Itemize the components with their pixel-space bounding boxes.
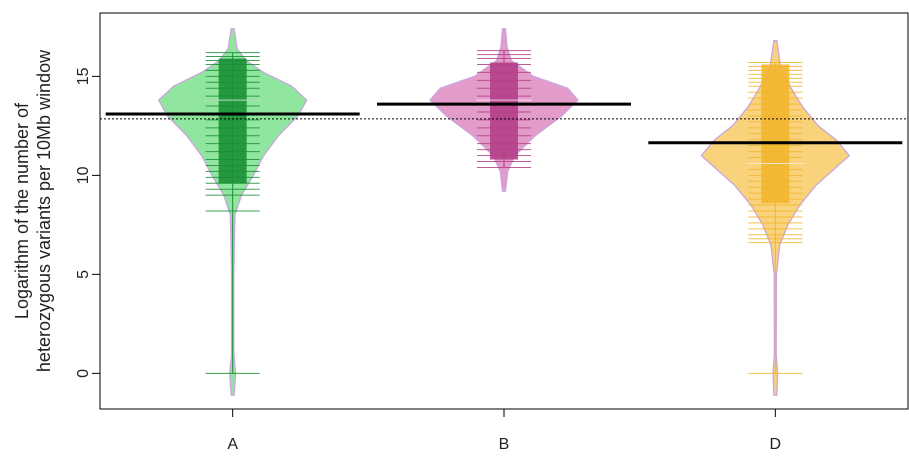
bean-b [429,28,579,192]
box-a [218,58,247,184]
y-tick-label: 0 [75,369,92,378]
y-tick-label: 10 [75,166,92,184]
beans-layer [157,28,851,396]
y-axis-label-line-1: Logarithm of the number of [12,102,32,319]
y-tick-label: 15 [75,67,92,85]
y-axis: 0 5 10 15 [75,67,100,378]
box-b [490,62,518,160]
overlay-layer [100,102,908,145]
x-tick-label: A [227,436,238,453]
x-tick-label: B [499,436,510,453]
y-axis-label-line-2: heterozygous variants per 10Mb window [34,49,54,372]
bean-d [700,40,851,396]
x-tick-label: D [770,436,782,453]
bean-a [157,28,308,396]
y-tick-label: 5 [75,270,92,279]
